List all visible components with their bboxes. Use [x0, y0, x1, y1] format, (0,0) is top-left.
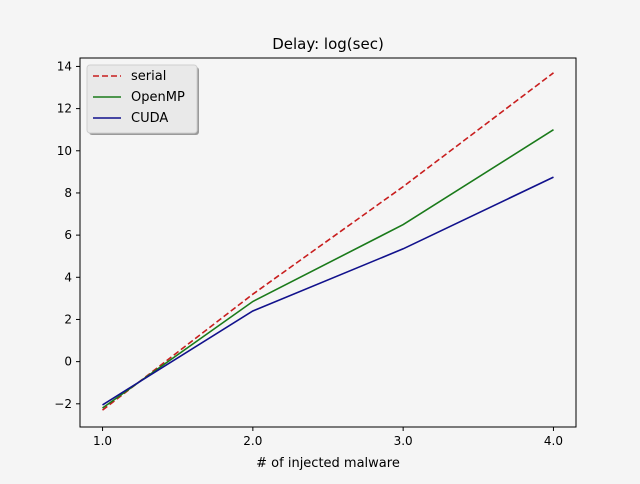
x-axis-label: # of injected malware [256, 456, 400, 471]
y-tick-label: 0 [64, 355, 72, 369]
x-tick-label: 4.0 [544, 434, 563, 448]
x-tick-label: 2.0 [243, 434, 262, 448]
legend-label-openmp: OpenMP [131, 90, 185, 105]
y-tick-label: 2 [64, 312, 72, 326]
x-tick-label: 3.0 [394, 434, 413, 448]
y-tick-label: 12 [57, 102, 72, 116]
y-tick-label: 14 [57, 59, 72, 73]
y-tick-label: 4 [64, 270, 72, 284]
y-tick-label: 10 [57, 144, 72, 158]
legend-label-serial: serial [131, 69, 166, 84]
chart-title: Delay: log(sec) [272, 35, 384, 53]
y-tick-label: 6 [64, 228, 72, 242]
y-tick-label: −2 [54, 397, 72, 411]
plot-area: 1.0 2.0 3.0 4.0 −2 0 2 4 6 8 10 12 14 serial OpenMP CUD… [54, 58, 576, 448]
y-tick-label: 8 [64, 186, 72, 200]
x-tick-label: 1.0 [93, 434, 112, 448]
legend-label-cuda: CUDA [131, 111, 168, 126]
